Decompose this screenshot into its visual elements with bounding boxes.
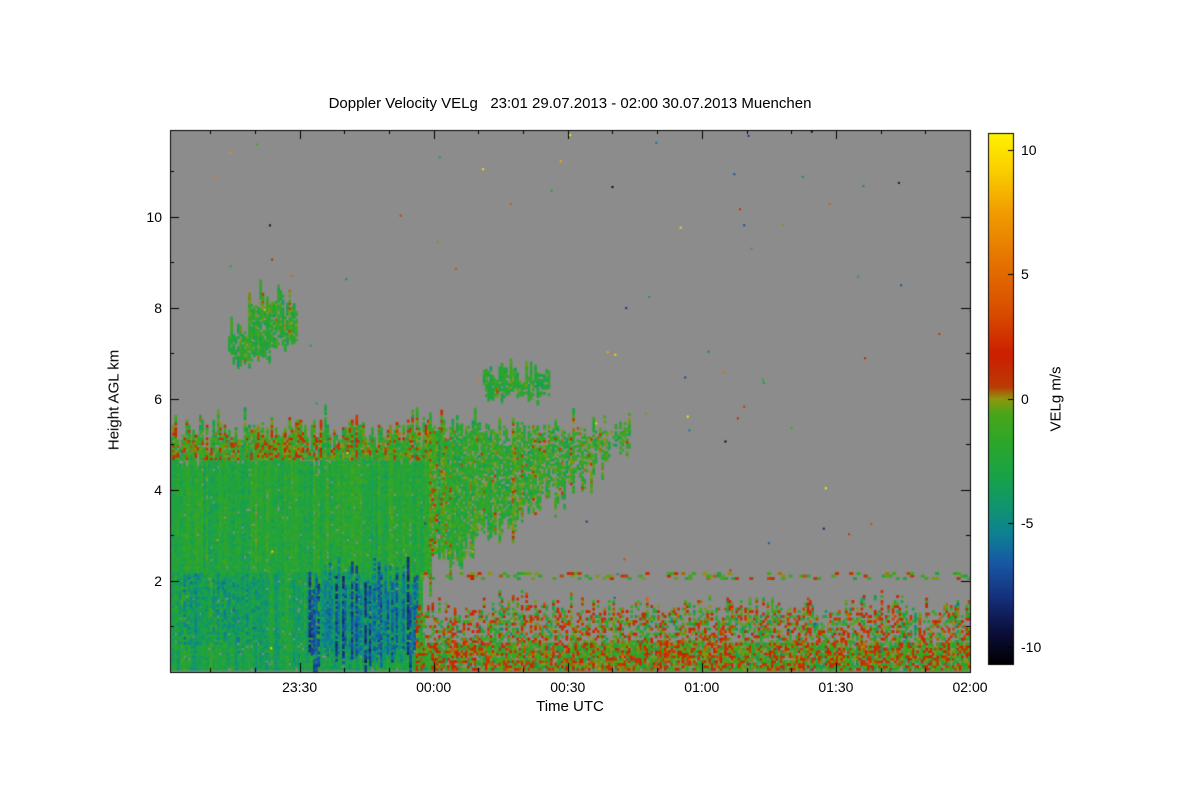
colorbar-axis-label: VELg m/s — [1047, 366, 1065, 432]
chart-title: Doppler Velocity VELg 23:01 29.07.2013 -… — [328, 95, 812, 112]
y-axis-label: Height AGL km — [105, 349, 123, 451]
x-axis-label: Time UTC — [536, 698, 604, 715]
